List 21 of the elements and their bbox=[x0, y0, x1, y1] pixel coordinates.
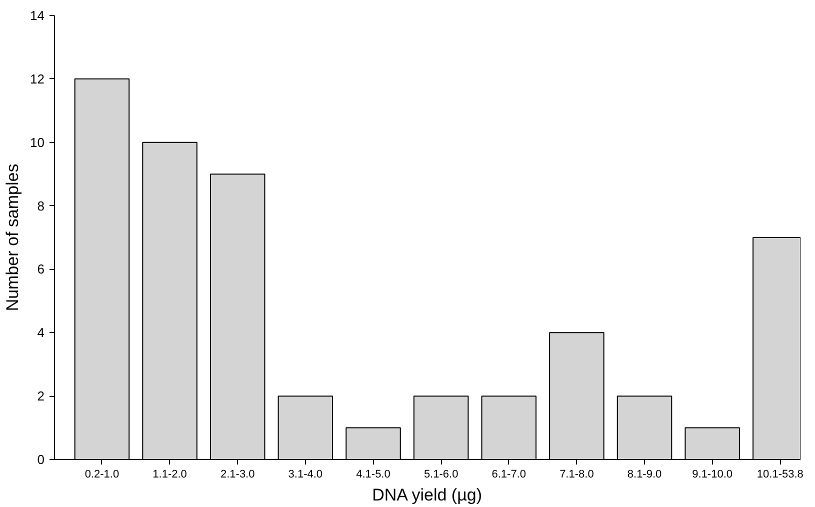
x-tick-label: 6.1-7.0 bbox=[492, 468, 526, 480]
x-axis-title: DNA yield (µg) bbox=[372, 486, 482, 504]
x-tick-label: 5.1-6.0 bbox=[424, 468, 458, 480]
y-tick-label: 12 bbox=[30, 71, 45, 86]
y-tick-label: 8 bbox=[37, 198, 45, 214]
y-tick-label: 4 bbox=[37, 325, 45, 340]
y-axis-title: Number of samples bbox=[3, 164, 22, 312]
y-tick-label: 6 bbox=[37, 262, 45, 277]
x-tick-label: 0.2-1.0 bbox=[84, 468, 120, 480]
x-tick-label: 2.1-3.0 bbox=[220, 468, 255, 480]
x-tick-label: 7.1-8.0 bbox=[560, 468, 594, 480]
y-tick-label: 0 bbox=[37, 452, 45, 467]
x-tick-label: 4.1-5.0 bbox=[356, 468, 390, 480]
x-tick-label: 8.1-9.0 bbox=[627, 468, 662, 480]
y-tick-label: 10 bbox=[30, 134, 45, 150]
x-tick-label: 9.1-10.0 bbox=[692, 468, 733, 480]
y-tick-label: 14 bbox=[30, 8, 45, 23]
x-tick-label: 3.1-4.0 bbox=[288, 468, 323, 480]
y-tick-label: 2 bbox=[37, 388, 45, 404]
x-tick-label: 1.1-2.0 bbox=[152, 468, 187, 480]
x-tick-label: 10.1-53.8 bbox=[756, 468, 804, 480]
